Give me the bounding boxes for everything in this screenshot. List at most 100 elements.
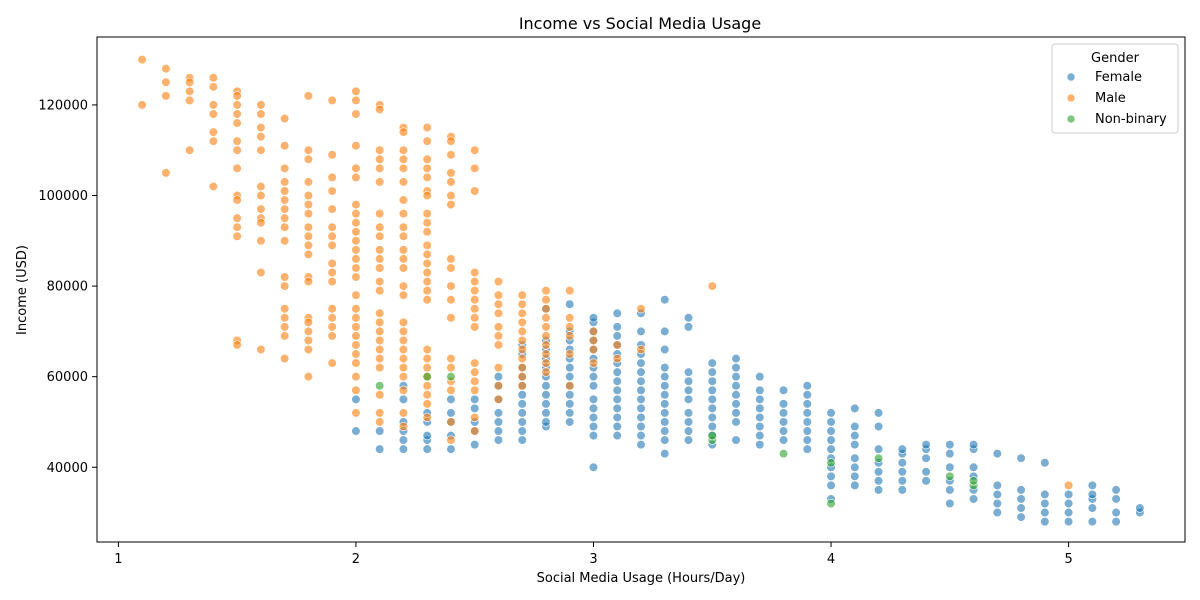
- data-point-female: [1040, 507, 1050, 518]
- data-point-female: [992, 507, 1002, 518]
- data-point-female: [588, 372, 599, 382]
- data-point-male: [517, 353, 527, 364]
- data-point-male: [256, 236, 266, 246]
- x-tick-label: 4: [827, 552, 835, 567]
- data-point-male: [375, 353, 385, 364]
- data-point-female: [493, 372, 504, 382]
- data-point-male: [493, 299, 504, 309]
- data-point-male: [232, 136, 242, 146]
- data-point-female: [945, 462, 955, 472]
- data-point-male: [517, 335, 527, 346]
- data-point-female: [660, 390, 670, 400]
- data-point-male: [280, 186, 290, 196]
- data-point-male: [232, 195, 242, 205]
- data-point-male: [280, 177, 290, 187]
- legend-label-non-binary: Non-binary: [1095, 112, 1167, 127]
- data-point-male: [541, 349, 551, 359]
- data-point-female: [541, 381, 551, 391]
- data-point-male: [327, 276, 337, 287]
- data-point-male: [161, 77, 171, 87]
- data-point-female: [517, 408, 527, 418]
- data-point-male: [375, 308, 385, 318]
- data-point-male: [327, 358, 337, 368]
- data-point-female: [850, 480, 860, 490]
- data-point-male: [398, 145, 409, 155]
- data-point-female: [850, 440, 860, 450]
- data-point-female: [636, 430, 646, 441]
- data-point-female: [897, 467, 907, 477]
- x-tick-label: 3: [589, 552, 597, 567]
- data-point-female: [755, 430, 765, 441]
- data-point-male: [303, 372, 314, 382]
- data-point-male: [636, 344, 646, 355]
- data-point-female: [541, 390, 551, 400]
- data-point-male: [493, 331, 504, 341]
- data-point-non-binary: [446, 372, 456, 382]
- data-point-female: [802, 435, 812, 445]
- data-point-male: [280, 313, 290, 323]
- data-point-female: [897, 485, 907, 495]
- legend-marker-non-binary: [1066, 114, 1076, 124]
- data-point-male: [232, 145, 242, 155]
- data-point-male: [446, 150, 456, 160]
- data-point-female: [731, 435, 741, 445]
- legend-marker-male: [1066, 93, 1076, 103]
- data-point-male: [422, 209, 432, 219]
- y-tick-label: 100000: [38, 189, 88, 204]
- data-point-male: [280, 281, 290, 291]
- data-point-male: [303, 335, 314, 346]
- data-point-female: [802, 399, 812, 409]
- data-point-male: [446, 190, 456, 201]
- data-point-male: [422, 363, 432, 373]
- data-point-male: [422, 344, 432, 355]
- y-tick-label: 40000: [47, 461, 88, 476]
- data-point-male: [422, 163, 432, 173]
- x-tick-label: 5: [1064, 552, 1072, 567]
- data-point-male: [493, 363, 504, 373]
- data-point-female: [826, 435, 836, 445]
- data-point-male: [303, 317, 314, 327]
- data-point-male: [351, 349, 361, 359]
- data-point-male: [351, 385, 361, 395]
- data-point-female: [541, 417, 551, 427]
- data-point-male: [208, 109, 219, 119]
- data-point-male: [398, 408, 409, 418]
- data-point-male: [565, 349, 575, 359]
- data-point-male: [707, 281, 717, 291]
- data-point-male: [303, 326, 314, 336]
- data-point-female: [1040, 489, 1050, 500]
- data-point-female: [897, 476, 907, 486]
- data-point-male: [232, 163, 242, 173]
- data-point-female: [470, 394, 480, 404]
- data-point-female: [351, 394, 361, 404]
- y-axis: 40000 60000 80000 100000 120000: [38, 98, 97, 476]
- data-point-male: [398, 154, 409, 164]
- data-point-female: [826, 444, 836, 454]
- data-point-male: [232, 118, 242, 128]
- data-point-female: [636, 376, 646, 386]
- data-point-female: [1063, 517, 1074, 527]
- data-point-female: [873, 444, 884, 454]
- data-point-male: [280, 322, 290, 332]
- data-point-female: [826, 417, 836, 427]
- data-point-male: [375, 104, 385, 115]
- data-point-male: [351, 141, 361, 151]
- data-point-female: [636, 403, 646, 413]
- data-point-female: [517, 399, 527, 409]
- data-point-female: [873, 408, 884, 418]
- data-point-female: [731, 399, 741, 409]
- data-point-female: [398, 394, 409, 404]
- data-point-female: [660, 435, 670, 445]
- data-point-male: [280, 353, 290, 364]
- data-point-female: [707, 358, 717, 368]
- data-point-male: [351, 95, 361, 106]
- data-point-female: [731, 363, 741, 373]
- data-point-male: [256, 218, 266, 228]
- data-point-male: [375, 276, 385, 287]
- data-point-male: [351, 163, 361, 173]
- data-point-female: [588, 412, 599, 423]
- data-point-female: [683, 313, 694, 323]
- data-point-female: [778, 417, 789, 427]
- data-point-male: [517, 308, 527, 318]
- data-point-male: [422, 249, 432, 259]
